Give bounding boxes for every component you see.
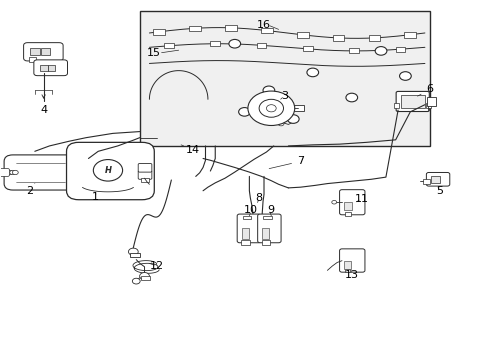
Bar	[400, 95, 424, 108]
Bar	[261, 28, 272, 33]
Bar	[332, 35, 344, 41]
Bar	[41, 48, 50, 55]
Bar	[140, 12, 429, 146]
Text: 7: 7	[268, 156, 304, 168]
Circle shape	[247, 91, 294, 126]
Text: 13: 13	[344, 270, 358, 280]
Bar	[29, 57, 36, 62]
Bar	[393, 103, 398, 108]
Bar	[303, 46, 312, 51]
Bar	[423, 179, 429, 184]
Bar	[344, 261, 350, 269]
FancyBboxPatch shape	[138, 171, 152, 179]
Text: 11: 11	[354, 194, 368, 204]
FancyBboxPatch shape	[426, 172, 449, 186]
Circle shape	[331, 201, 336, 204]
Bar	[344, 202, 351, 211]
Circle shape	[238, 108, 250, 116]
Circle shape	[278, 122, 284, 126]
Circle shape	[345, 93, 357, 102]
FancyBboxPatch shape	[23, 42, 63, 61]
Text: 8: 8	[255, 193, 262, 203]
FancyBboxPatch shape	[237, 214, 260, 243]
Bar	[48, 65, 55, 71]
Bar	[344, 212, 350, 216]
Circle shape	[266, 105, 276, 112]
Text: 12: 12	[149, 261, 163, 271]
FancyBboxPatch shape	[66, 142, 154, 200]
Bar	[293, 105, 304, 111]
FancyBboxPatch shape	[395, 91, 428, 112]
Circle shape	[7, 170, 13, 175]
Circle shape	[1, 170, 7, 175]
Text: 15: 15	[147, 48, 161, 58]
Text: 1: 1	[92, 192, 99, 202]
Bar	[348, 48, 358, 53]
Circle shape	[93, 159, 122, 181]
Bar	[263, 216, 271, 220]
Circle shape	[306, 68, 318, 77]
Bar	[141, 178, 149, 182]
Bar	[256, 43, 266, 48]
Circle shape	[128, 248, 138, 255]
Text: 10: 10	[243, 206, 257, 216]
Circle shape	[4, 170, 10, 175]
Bar	[30, 48, 40, 55]
Bar	[241, 240, 249, 245]
Bar	[395, 47, 405, 52]
Circle shape	[140, 273, 149, 280]
Text: 14: 14	[181, 144, 200, 154]
Text: 6: 6	[417, 84, 432, 96]
Text: 2: 2	[26, 184, 35, 197]
Bar	[189, 26, 201, 31]
Bar	[368, 35, 380, 41]
Bar	[262, 228, 269, 239]
Bar	[242, 216, 251, 220]
Circle shape	[374, 46, 386, 55]
Bar	[224, 25, 236, 31]
Text: 16: 16	[257, 20, 270, 30]
Text: 4: 4	[40, 105, 47, 115]
Text: 5: 5	[435, 186, 442, 197]
Bar	[153, 29, 164, 35]
Text: 3: 3	[280, 91, 287, 101]
Circle shape	[12, 170, 18, 175]
Circle shape	[263, 86, 274, 95]
Bar	[130, 253, 140, 257]
FancyBboxPatch shape	[257, 214, 281, 243]
Bar	[430, 176, 439, 183]
FancyBboxPatch shape	[0, 168, 9, 176]
Circle shape	[287, 115, 299, 123]
FancyBboxPatch shape	[339, 249, 364, 272]
Bar	[163, 43, 173, 48]
Bar	[426, 103, 430, 108]
Bar	[344, 269, 349, 272]
FancyBboxPatch shape	[4, 155, 78, 190]
Text: 9: 9	[266, 206, 273, 216]
Bar	[210, 41, 220, 46]
FancyBboxPatch shape	[138, 163, 152, 172]
Bar	[40, 65, 48, 71]
Bar	[296, 32, 308, 37]
Text: H: H	[104, 166, 111, 175]
Bar	[241, 228, 248, 239]
FancyBboxPatch shape	[339, 190, 364, 215]
Bar	[427, 97, 435, 106]
Bar	[261, 240, 270, 245]
Circle shape	[399, 72, 410, 80]
Circle shape	[259, 99, 283, 117]
Circle shape	[132, 278, 140, 284]
FancyBboxPatch shape	[34, 60, 67, 76]
Circle shape	[10, 170, 16, 175]
Bar	[404, 32, 415, 38]
Bar	[141, 276, 150, 280]
Circle shape	[228, 40, 240, 48]
